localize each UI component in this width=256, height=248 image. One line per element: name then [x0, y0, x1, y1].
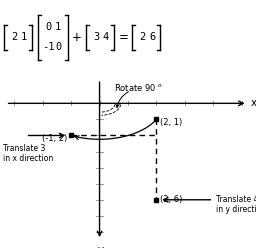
Text: =: =	[119, 31, 129, 44]
Text: -1: -1	[42, 42, 54, 52]
Text: Translate 4
in y direction: Translate 4 in y direction	[216, 195, 256, 214]
Text: 0: 0	[55, 42, 61, 52]
Text: 3: 3	[93, 32, 99, 42]
Text: y: y	[98, 245, 104, 248]
Text: 4: 4	[103, 32, 109, 42]
Text: 0: 0	[45, 22, 51, 32]
Text: +: +	[72, 31, 82, 44]
Text: (-1, 2): (-1, 2)	[41, 134, 67, 143]
Text: Translate 3
in x direction: Translate 3 in x direction	[3, 144, 53, 163]
Text: Rotate 90 $^o$: Rotate 90 $^o$	[114, 82, 163, 93]
Text: 2: 2	[11, 32, 17, 42]
Text: 1: 1	[55, 22, 61, 32]
Text: 1: 1	[21, 32, 27, 42]
Text: x: x	[250, 97, 256, 108]
Text: 6: 6	[149, 32, 155, 42]
Text: (2, 1): (2, 1)	[160, 118, 182, 127]
Text: 2: 2	[139, 32, 145, 42]
Text: (2, 6): (2, 6)	[160, 195, 182, 204]
